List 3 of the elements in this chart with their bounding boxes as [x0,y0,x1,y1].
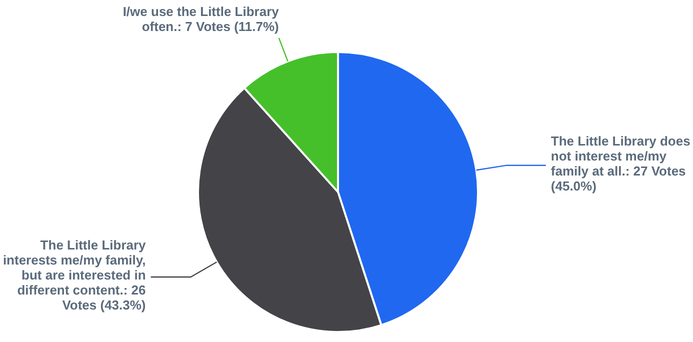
slice-label: I/we use the Little Library often.: 7 Votes (11.7%) [122,4,280,34]
slice-label: The Little Library interests me/my family, but are interested in different content.: 26 Votes (43.3%) [2,238,147,312]
slice-label: The Little Library does not interest me/my family at all.: 27 Votes (45.0%) [550,133,690,194]
